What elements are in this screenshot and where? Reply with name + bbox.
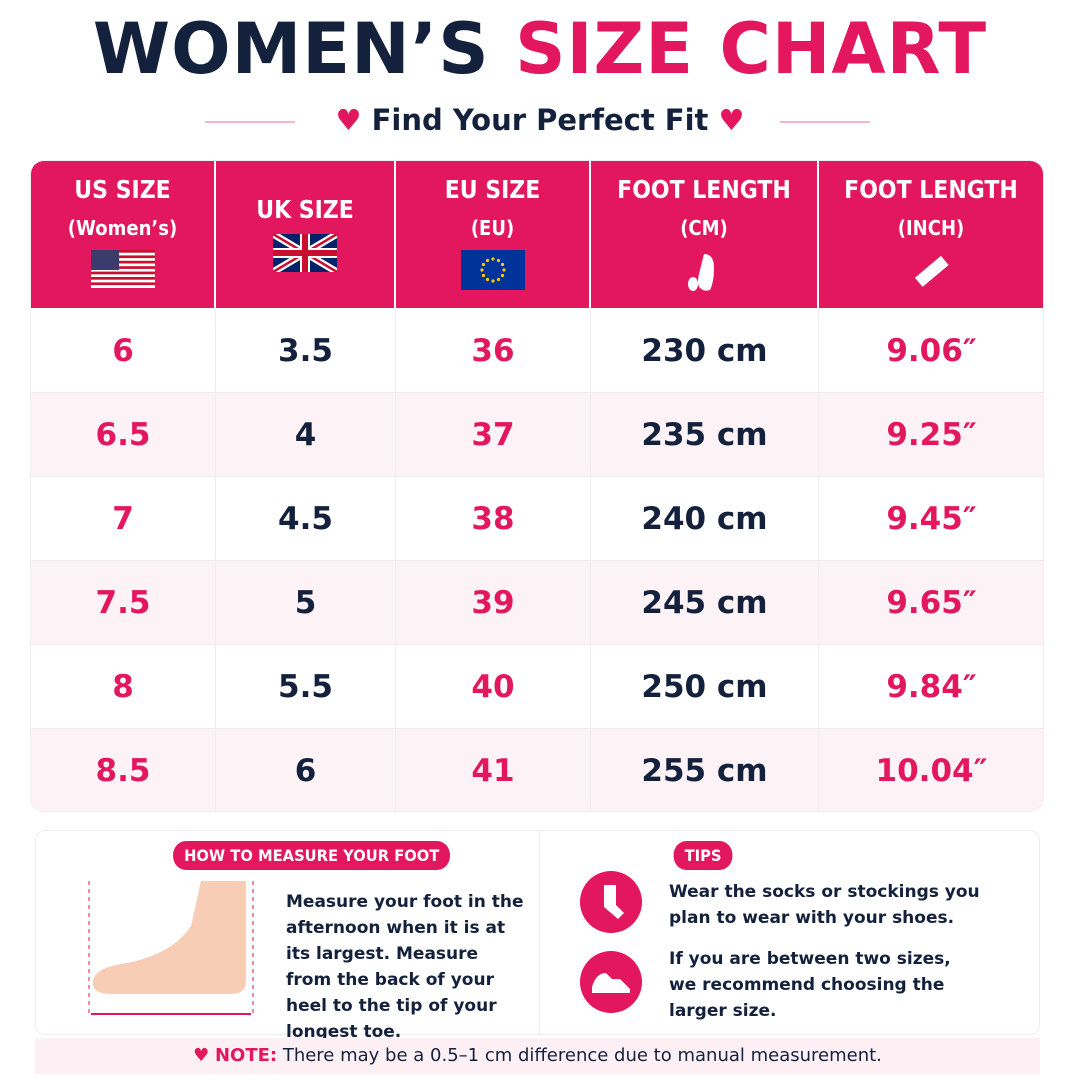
header-label: US SIZE	[74, 175, 171, 204]
table-cell: 5	[216, 561, 396, 645]
table-cell: 240 cm	[591, 477, 819, 561]
title: WOMEN’S SIZE CHART	[0, 8, 1080, 90]
header-sublabel: (EU)	[470, 216, 515, 240]
icon	[90, 250, 155, 288]
table-cell: 7	[31, 477, 216, 561]
table-cell: 250 cm	[591, 645, 819, 729]
icon	[273, 234, 337, 272]
column-header: FOOT LENGTH (CM)	[591, 161, 819, 308]
table-cell: 230 cm	[591, 309, 819, 393]
table-cell: 7.5	[31, 561, 216, 645]
header-sublabel: (INCH)	[897, 216, 965, 240]
header-icon	[216, 234, 394, 272]
table-cell: 4	[216, 393, 396, 477]
header-label: EU SIZE	[444, 175, 541, 204]
heart: ♥	[335, 103, 362, 137]
separator	[539, 831, 540, 1036]
table-cell: 9.45″	[819, 477, 1043, 561]
title-part: SIZE CHART	[515, 8, 988, 90]
icon	[914, 255, 949, 287]
table-cell: 41	[396, 729, 591, 811]
table-cell: 8	[31, 645, 216, 729]
header-icon	[31, 250, 214, 288]
subtitle-text: Find Your Perfect Fit	[371, 103, 709, 137]
table-cell: 10.04″	[819, 729, 1043, 811]
divider	[780, 121, 870, 123]
table-cell: 9.65″	[819, 561, 1043, 645]
section-heading: TIPS	[673, 841, 733, 870]
info-panel: HOW TO MEASURE YOUR FOOT Measure your fo…	[35, 830, 1040, 1042]
note: ♥ NOTE: There may be a 0.5–1 cm differen…	[35, 1038, 1040, 1074]
header-icon	[819, 250, 1043, 294]
icon	[460, 250, 525, 290]
table-cell: 38	[396, 477, 591, 561]
column-header: UK SIZE	[216, 161, 396, 308]
column-header: EU SIZE (EU)	[396, 161, 591, 308]
header-label: UK SIZE	[256, 195, 354, 224]
table-cell: 6	[216, 729, 396, 811]
tip-text: If you are between two sizes, we recomme…	[669, 949, 951, 1021]
section-heading: HOW TO MEASURE YOUR FOOT	[173, 841, 451, 870]
table-cell: 8.5	[31, 729, 216, 811]
table-cell: 37	[396, 393, 591, 477]
heart: ♥	[193, 1045, 210, 1066]
tip-text: Wear the socks or stockings you plan to …	[669, 882, 980, 928]
table-cell: 4.5	[216, 477, 396, 561]
header-icon	[396, 250, 589, 290]
table-cell: 36	[396, 309, 591, 393]
table-cell: 245 cm	[591, 561, 819, 645]
table-cell: 9.06″	[819, 309, 1043, 393]
column-header: FOOT LENGTH (INCH)	[819, 161, 1043, 308]
table-cell: 9.84″	[819, 645, 1043, 729]
table-cell: 39	[396, 561, 591, 645]
header-sublabel: (CM)	[680, 216, 728, 240]
table-cell: 40	[396, 645, 591, 729]
column-header: US SIZE (Women’s)	[31, 161, 216, 308]
table-cell: 9.25″	[819, 393, 1043, 477]
tip-icons	[580, 871, 642, 1013]
size-table: US SIZE (Women’s) UK SIZE EU SIZE (EU) FOOT L…	[30, 160, 1044, 812]
header-label: FOOT LENGTH	[844, 175, 1018, 204]
note-label: NOTE:	[214, 1045, 278, 1066]
table-cell: 3.5	[216, 309, 396, 393]
header-icon	[591, 250, 817, 294]
table-cell: 235 cm	[591, 393, 819, 477]
heart: ♥	[718, 103, 745, 137]
header-label: FOOT LENGTH	[617, 175, 791, 204]
table-cell: 6.5	[31, 393, 216, 477]
table-cell: 255 cm	[591, 729, 819, 811]
header-sublabel: (Women’s)	[67, 216, 178, 240]
title-part: WOMEN’S	[92, 8, 490, 90]
divider	[205, 121, 295, 123]
table-cell: 6	[31, 309, 216, 393]
subtitle: ♥ Find Your Perfect Fit ♥	[0, 103, 1080, 137]
note-text: There may be a 0.5–1 cm difference due t…	[282, 1045, 882, 1066]
icon	[688, 254, 714, 291]
foot-illustration	[88, 881, 254, 1016]
measure-text: Measure your foot in the afternoon when …	[286, 892, 524, 1042]
table-cell: 5.5	[216, 645, 396, 729]
